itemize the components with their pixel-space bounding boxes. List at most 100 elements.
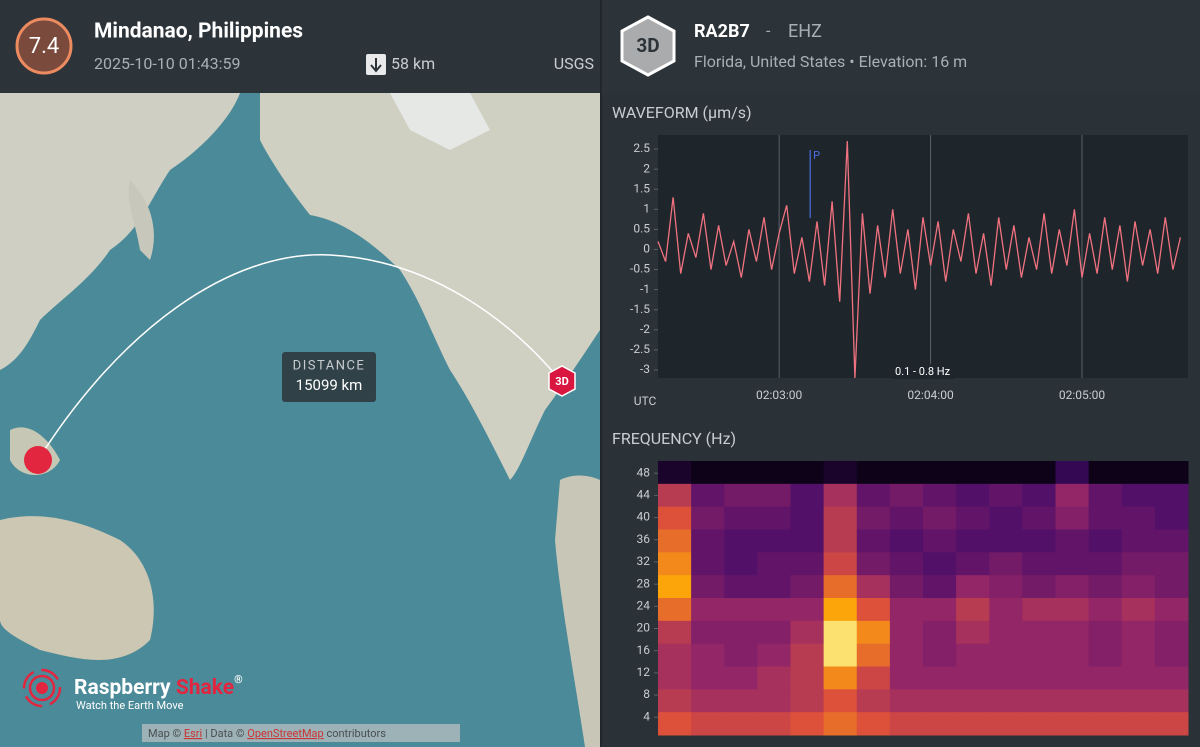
spectrogram-cell xyxy=(889,598,924,622)
spectrogram-cell xyxy=(1154,529,1189,553)
spectrogram-cell xyxy=(1055,575,1090,599)
y-tick-label: -1 xyxy=(640,282,650,296)
spectrogram-cell xyxy=(658,689,692,713)
spectrogram-cell xyxy=(724,506,758,530)
spectrogram-cell xyxy=(724,575,758,599)
spectrogram-cell xyxy=(1088,461,1123,485)
station-location-text: Florida, United States xyxy=(694,52,845,71)
spectrogram-cell xyxy=(889,620,924,645)
spectrogram-cell xyxy=(1121,689,1156,713)
spectrogram-cell xyxy=(1022,483,1056,508)
spectrogram-cell xyxy=(823,461,858,485)
attribution-link[interactable]: OpenStreetMap xyxy=(247,727,323,740)
spectrogram-cell xyxy=(691,598,725,622)
spectrogram-cell xyxy=(1022,643,1056,667)
spectrogram-cell xyxy=(823,689,858,713)
spectrogram-cell xyxy=(989,483,1023,508)
land-kamchatka xyxy=(128,180,154,260)
logo-tagline: Watch the Earth Move xyxy=(76,699,184,712)
spectrogram-cell xyxy=(856,461,891,485)
spectrogram-cell xyxy=(923,483,957,508)
station-badge-label: 3D xyxy=(636,34,659,57)
spectrogram-cell xyxy=(889,461,924,485)
spectrogram-cell xyxy=(889,529,924,553)
spectrogram-cell xyxy=(889,483,924,508)
land-ice xyxy=(390,93,490,150)
spectrogram-cell xyxy=(757,643,791,667)
spectrogram-cell xyxy=(956,529,990,553)
y-tick-label: -1.5 xyxy=(630,302,650,316)
spectrogram-cell xyxy=(1088,529,1123,553)
spectrogram-cell xyxy=(989,689,1023,713)
x-axis-label: UTC xyxy=(634,394,657,408)
waveform-line xyxy=(657,140,1182,379)
spectrogram-cell xyxy=(956,598,990,622)
spectrogram-cell xyxy=(724,712,758,736)
spectrogram-cell xyxy=(691,620,725,645)
station-separator: - xyxy=(766,21,771,40)
spectrogram-cell xyxy=(923,506,957,530)
epicenter xyxy=(24,446,52,474)
depth-arrow xyxy=(370,58,382,73)
spectrogram-cell xyxy=(1022,461,1056,485)
spectrogram-cell xyxy=(1121,461,1156,485)
spectrogram-cell xyxy=(1088,598,1123,622)
phase-label: P xyxy=(813,149,820,162)
y-tick-label: 0 xyxy=(643,242,650,256)
attribution: Map © Esri | Data © OpenStreetMap contri… xyxy=(148,727,386,740)
spectrogram-cell xyxy=(790,598,825,622)
spectrogram-cell xyxy=(724,620,758,645)
spectrogram-cell xyxy=(790,620,825,645)
spectrogram-cell xyxy=(1154,712,1189,736)
y-tick-label: 4 xyxy=(643,709,650,723)
spectrogram-cell xyxy=(757,483,791,508)
spectrogram-cell xyxy=(691,552,725,576)
land-asia xyxy=(0,93,240,370)
y-tick-label: 16 xyxy=(637,643,651,657)
spectrogram-cell xyxy=(989,552,1023,576)
spectrogram-cell xyxy=(823,575,858,599)
spectrogram-cell xyxy=(1121,643,1156,667)
spectrogram-cell xyxy=(1121,552,1156,576)
station-location: Florida, United States • Elevation: 16 m xyxy=(694,52,967,71)
spectrogram-cell xyxy=(823,620,858,645)
event-depth: 58 km xyxy=(391,54,435,73)
spectrogram-cell xyxy=(658,529,692,553)
spectrogram-cell xyxy=(691,461,725,485)
spectrogram-cell xyxy=(823,666,858,690)
spectrogram-cell xyxy=(823,552,858,576)
spectrogram-cell xyxy=(1154,483,1189,508)
spectrogram-cell xyxy=(1022,506,1056,530)
spectrogram-cell xyxy=(1121,712,1156,736)
spectrogram-cell xyxy=(658,483,692,508)
spectrogram-cell xyxy=(1088,666,1123,690)
station-elevation: Elevation: 16 m xyxy=(859,52,968,71)
spectrogram-cell xyxy=(658,666,692,690)
spectrogram-cell xyxy=(691,506,725,530)
spectrogram-cell xyxy=(691,575,725,599)
spectrogram-cell xyxy=(1121,620,1156,645)
logo-dot xyxy=(36,682,48,694)
attribution-link[interactable]: Esri xyxy=(184,727,202,740)
spectrogram-cell xyxy=(1022,712,1056,736)
spectrogram-cell xyxy=(823,598,858,622)
spectrogram-cell xyxy=(989,461,1023,485)
spectrogram-cell xyxy=(956,461,990,485)
spectrogram-cell xyxy=(956,575,990,599)
x-tick-label: 02:04:00 xyxy=(907,388,954,402)
station-bullet: • xyxy=(849,52,854,71)
spectrogram-cell xyxy=(691,689,725,713)
spectrogram-cell xyxy=(1121,483,1156,508)
spectrogram-cell xyxy=(889,506,924,530)
distance-value: 15099 km xyxy=(296,376,363,394)
spectrogram-cell xyxy=(989,575,1023,599)
spectrogram-cell xyxy=(790,689,825,713)
attribution-text: | Data © xyxy=(205,727,245,740)
y-tick-label: -3 xyxy=(640,362,650,376)
spectrogram-cell xyxy=(1088,620,1123,645)
spectrogram-cell xyxy=(790,529,825,553)
spectrogram-cell xyxy=(790,666,825,690)
event-place: Mindanao, Philippines xyxy=(94,20,303,44)
spectrogram-cell xyxy=(1088,506,1123,530)
